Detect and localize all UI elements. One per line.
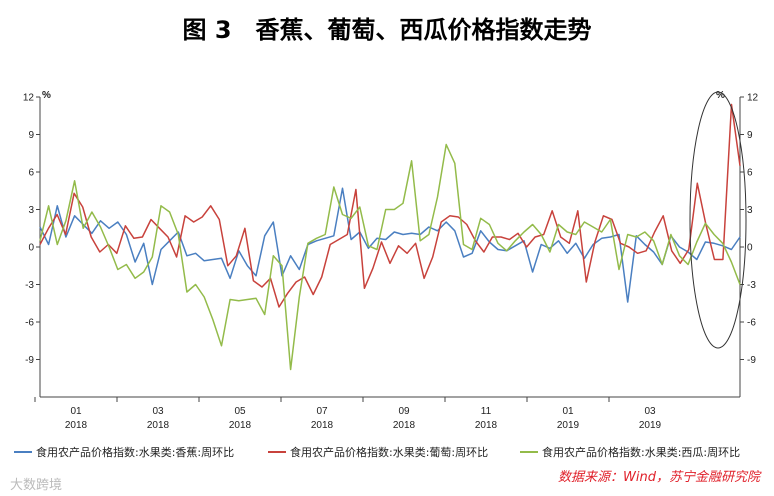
x-tick-label-year: 2018 — [475, 420, 498, 431]
y-tick-label-left: 9 — [28, 130, 34, 141]
legend-label: 食用农产品价格指数:水果类:葡萄:周环比 — [290, 445, 488, 459]
y-tick-label-left: 0 — [28, 243, 34, 254]
legend-item-grape: 食用农产品价格指数:水果类:葡萄:周环比 — [268, 445, 488, 459]
x-tick-label-year: 2019 — [639, 420, 662, 431]
x-tick-label-year: 2018 — [393, 420, 416, 431]
x-tick-label-year: 2018 — [147, 420, 170, 431]
y-tick-label-right: 0 — [747, 243, 753, 254]
series-line-banana — [39, 187, 741, 303]
x-tick-label-month: 11 — [481, 406, 492, 417]
y-tick-label-right: -9 — [747, 355, 756, 366]
y-tick-label-right: -6 — [747, 318, 756, 329]
series-line-watermelon — [39, 143, 741, 371]
y-tick-label-left: 6 — [28, 168, 34, 179]
x-tick-label-year: 2018 — [65, 420, 88, 431]
left-y-unit: % — [42, 90, 51, 101]
right-y-unit: % — [716, 90, 725, 101]
y-tick-label-right: 9 — [747, 130, 753, 141]
x-tick-label-month: 01 — [70, 406, 82, 417]
x-tick-label-month: 01 — [562, 406, 574, 417]
y-tick-label-right: 12 — [747, 93, 759, 104]
y-tick-label-left: -3 — [25, 280, 34, 291]
y-tick-label-right: 3 — [747, 205, 753, 216]
legend-label: 食用农产品价格指数:水果类:西瓜:周环比 — [542, 445, 740, 459]
y-tick-label-left: -6 — [25, 318, 34, 329]
legend-item-banana: 食用农产品价格指数:水果类:香蕉:周环比 — [14, 445, 234, 459]
watermark: 大数跨境 — [10, 478, 63, 493]
chart-title: 图 3 香蕉、葡萄、西瓜价格指数走势 — [182, 16, 592, 44]
series-line-grape — [39, 103, 741, 308]
y-tick-label-right: 6 — [747, 168, 753, 179]
x-tick-label-month: 05 — [234, 406, 246, 417]
y-tick-label-right: -3 — [747, 280, 756, 291]
x-tick-label-year: 2019 — [557, 420, 580, 431]
x-tick-label-month: 03 — [152, 406, 164, 417]
y-tick-label-left: 12 — [23, 93, 35, 104]
data-source-note: 数据来源：Wind，苏宁金融研究院 — [558, 470, 760, 485]
x-tick-label-month: 09 — [398, 406, 410, 417]
legend-item-watermelon: 食用农产品价格指数:水果类:西瓜:周环比 — [520, 445, 740, 459]
y-tick-label-left: -9 — [25, 355, 34, 366]
legend-label: 食用农产品价格指数:水果类:香蕉:周环比 — [36, 445, 234, 459]
highlight-ellipse — [689, 91, 747, 349]
x-tick-label-year: 2018 — [311, 420, 334, 431]
x-tick-label-year: 2018 — [229, 420, 252, 431]
x-tick-label-month: 07 — [316, 406, 328, 417]
y-tick-label-left: 3 — [28, 205, 34, 216]
x-tick-label-month: 03 — [644, 406, 656, 417]
